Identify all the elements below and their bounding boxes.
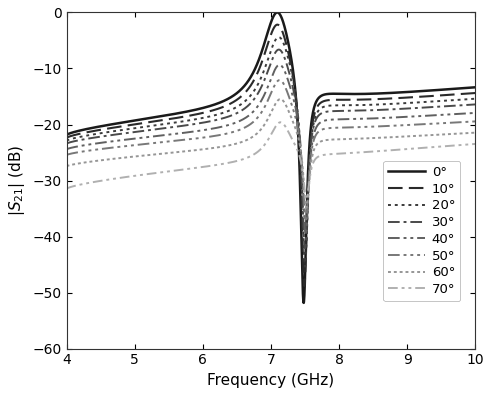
40°	[262, 90, 268, 95]
20°	[461, 97, 466, 102]
10°	[84, 130, 90, 135]
0°	[251, 68, 257, 72]
30°	[386, 107, 392, 112]
0°	[301, 301, 307, 305]
30°	[276, 47, 282, 52]
30°	[251, 96, 257, 101]
20°	[461, 97, 467, 102]
30°	[262, 75, 268, 80]
60°	[277, 97, 283, 102]
50°	[262, 103, 268, 108]
50°	[461, 120, 467, 124]
20°	[386, 102, 392, 106]
Line: 50°: 50°	[67, 80, 475, 222]
10°	[386, 96, 392, 101]
10°	[64, 135, 70, 140]
60°	[262, 121, 268, 126]
Line: 60°: 60°	[67, 99, 475, 208]
10°	[274, 22, 280, 27]
10°	[251, 77, 257, 81]
X-axis label: Frequency (GHz): Frequency (GHz)	[207, 373, 334, 388]
70°	[386, 148, 392, 153]
30°	[472, 102, 478, 107]
Line: 40°: 40°	[67, 65, 475, 235]
10°	[262, 49, 268, 54]
40°	[303, 233, 309, 237]
70°	[472, 141, 478, 146]
Line: 10°: 10°	[67, 24, 475, 286]
20°	[472, 96, 478, 101]
70°	[262, 141, 268, 146]
40°	[472, 111, 478, 115]
Legend: 0°, 10°, 20°, 30°, 40°, 50°, 60°, 70°: 0°, 10°, 20°, 30°, 40°, 50°, 60°, 70°	[383, 161, 461, 301]
20°	[276, 35, 282, 40]
20°	[251, 88, 257, 92]
30°	[64, 141, 70, 146]
20°	[302, 264, 308, 269]
0°	[461, 86, 466, 90]
30°	[461, 103, 466, 107]
0°	[262, 38, 268, 43]
50°	[84, 149, 90, 153]
0°	[84, 126, 90, 131]
40°	[84, 142, 90, 147]
70°	[461, 143, 466, 147]
70°	[251, 152, 257, 156]
0°	[472, 85, 478, 90]
60°	[84, 160, 90, 164]
20°	[262, 65, 268, 70]
0°	[386, 91, 392, 96]
Y-axis label: $|S_{21}|$ (dB): $|S_{21}|$ (dB)	[7, 145, 27, 216]
10°	[461, 92, 466, 96]
40°	[64, 147, 70, 152]
50°	[251, 118, 257, 123]
60°	[472, 130, 478, 135]
30°	[302, 246, 308, 250]
Line: 30°: 30°	[67, 50, 475, 248]
0°	[274, 10, 280, 15]
40°	[386, 115, 392, 120]
50°	[276, 78, 282, 83]
Line: 0°: 0°	[67, 13, 475, 303]
0°	[64, 133, 70, 137]
40°	[461, 111, 467, 116]
70°	[64, 186, 70, 191]
50°	[64, 153, 70, 158]
60°	[64, 164, 70, 169]
40°	[461, 111, 466, 116]
20°	[84, 133, 90, 138]
60°	[386, 135, 392, 140]
Line: 20°: 20°	[67, 37, 475, 267]
70°	[277, 120, 283, 125]
50°	[303, 219, 309, 224]
70°	[303, 197, 309, 202]
30°	[84, 136, 90, 141]
50°	[472, 119, 478, 124]
70°	[461, 143, 467, 147]
10°	[461, 92, 467, 96]
60°	[461, 131, 466, 136]
20°	[64, 138, 70, 143]
10°	[301, 284, 307, 288]
Line: 70°: 70°	[67, 122, 475, 199]
50°	[386, 124, 392, 128]
70°	[84, 181, 90, 186]
40°	[276, 62, 282, 67]
0°	[461, 86, 467, 90]
60°	[461, 131, 467, 135]
60°	[303, 205, 309, 210]
30°	[461, 103, 467, 107]
40°	[251, 108, 257, 113]
60°	[251, 133, 257, 138]
10°	[472, 90, 478, 95]
50°	[461, 120, 466, 124]
